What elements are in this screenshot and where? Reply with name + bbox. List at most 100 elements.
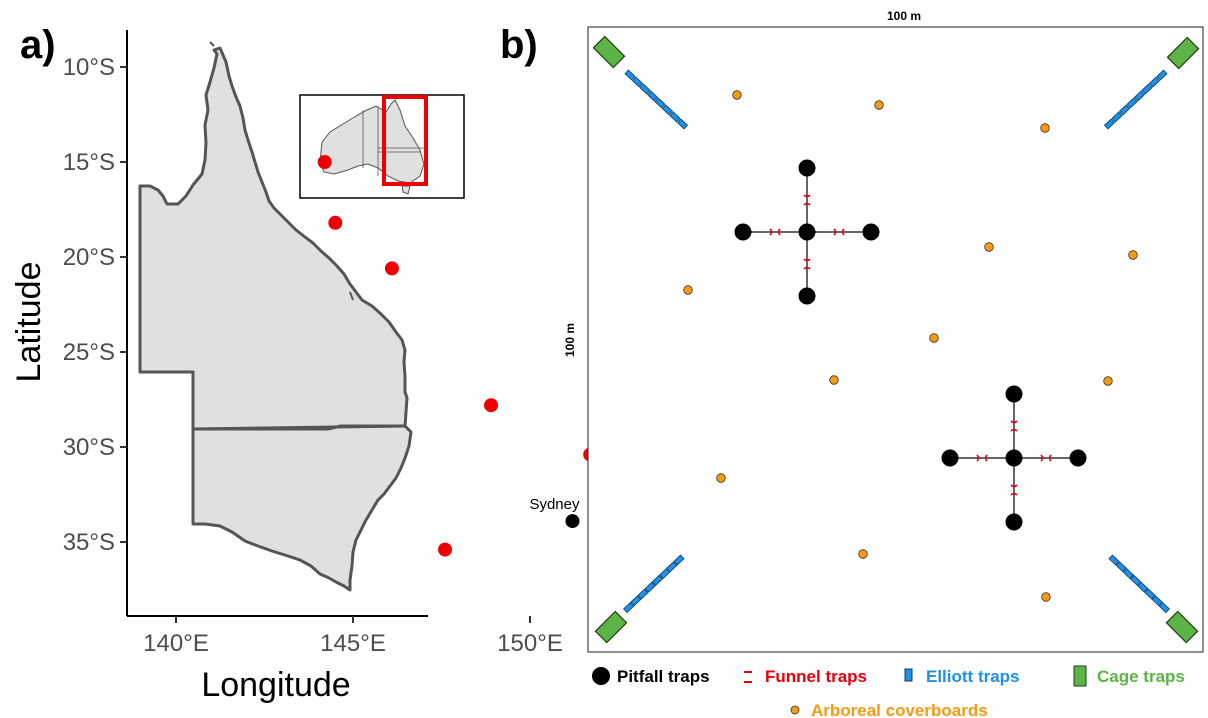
cage-trap [1166, 36, 1200, 70]
x-tick-label: 145°E [320, 630, 386, 657]
elliott-trap [1158, 602, 1170, 614]
study-site-point [484, 398, 499, 413]
elliott-trap [631, 76, 644, 88]
arboreal-coverboard [984, 242, 994, 252]
funnel-trap [976, 454, 988, 462]
x-ticks: 140°E 145°E 150°E [143, 616, 563, 657]
legend-cage-label: Cage traps [1097, 667, 1185, 686]
trap-layout [592, 35, 1200, 644]
pitfall-trap [1069, 449, 1087, 467]
funnel-trap [803, 194, 811, 206]
funnel-trap [1010, 420, 1018, 432]
elliott-trap [1151, 595, 1163, 607]
arboreal-coverboard [858, 549, 868, 559]
inset-australia [319, 99, 425, 184]
arboreal-coverboard [716, 473, 726, 483]
elliott-trap [1103, 118, 1116, 130]
panel-b: b) 100 m 100 m Pitfall traps Funnel trap… [500, 9, 1204, 718]
cage-trap [592, 35, 626, 69]
elliott-trap [623, 602, 635, 614]
elliott-legend-symbol [904, 668, 913, 682]
pitfall-trap [798, 223, 816, 241]
x-axis-title: Longitude [201, 666, 350, 704]
elliott-trap [666, 561, 678, 573]
elliott-trap [624, 69, 636, 81]
elliott-trap [630, 595, 642, 607]
elliott-trap [637, 588, 649, 600]
elliott-trap [646, 90, 659, 102]
elliott-trap [1148, 76, 1161, 88]
inset-highlight-box [382, 95, 428, 186]
study-site-point [317, 155, 332, 169]
elliott-trap [1130, 574, 1142, 586]
pitfall-trap [798, 287, 816, 305]
elliott-trap [1156, 69, 1168, 81]
arboreal-coverboard [1041, 592, 1051, 602]
coverboard-legend-symbol [790, 705, 800, 715]
arboreal-coverboard [1103, 376, 1113, 386]
pitfall-trap [798, 159, 816, 177]
y-axis-title: Latitude [10, 262, 48, 383]
map-eastern-australia [138, 41, 413, 592]
state-border [192, 424, 406, 431]
study-site-point [384, 261, 399, 276]
funnel-trap [833, 228, 845, 236]
elliott-trap [659, 568, 671, 580]
arboreal-coverboard [929, 333, 939, 343]
legend-elliott-label: Elliott traps [926, 667, 1020, 686]
funnel-trap [1010, 484, 1018, 496]
state-new-south-wales [191, 424, 413, 592]
elliott-trap [1122, 568, 1134, 580]
y-tick-label: 35°S [63, 529, 115, 556]
pitfall-legend-symbol [592, 667, 610, 685]
y-tick-label: 25°S [63, 339, 115, 366]
y-tick-label: 20°S [63, 244, 115, 271]
study-site-point [438, 542, 453, 557]
legend-coverboard-label: Arboreal coverboards [811, 701, 988, 718]
plot-frame [587, 26, 1204, 653]
inset-map [299, 94, 465, 199]
funnel-legend-symbol [744, 671, 752, 683]
cage-trap [1165, 610, 1199, 644]
funnel-trap [803, 258, 811, 270]
pitfall-trap [941, 449, 959, 467]
legend-item-funnel: Funnel traps [744, 667, 867, 686]
elliott-trap [1118, 104, 1131, 116]
elliott-trap [639, 83, 651, 95]
elliott-trap [676, 118, 689, 130]
state-queensland [138, 46, 409, 431]
cage-trap [594, 610, 628, 644]
legend-item-coverboard: Arboreal coverboards [790, 701, 988, 718]
legend-item-elliott: Elliott traps [904, 667, 1020, 686]
y-tick-label: 15°S [63, 149, 115, 176]
cage-legend-symbol [1073, 665, 1087, 687]
city-point [565, 514, 580, 529]
legend: Pitfall traps Funnel traps Elliott traps… [592, 665, 1185, 718]
y-tick-label: 10°S [63, 54, 115, 81]
pitfall-trap [1005, 513, 1023, 531]
arboreal-coverboard [1128, 250, 1138, 260]
y-ticks: 10°S 15°S 20°S 25°S 30°S 35°S [63, 54, 127, 556]
elliott-trap [661, 104, 674, 116]
x-tick-label: 140°E [143, 630, 209, 657]
pitfall-trap [1005, 449, 1023, 467]
plot-width-label: 100 m [887, 9, 921, 23]
arboreal-coverboard [1040, 123, 1050, 133]
funnel-trap [769, 228, 781, 236]
elliott-trap [651, 574, 663, 586]
pitfall-trap [734, 223, 752, 241]
panel-a-label: a) [20, 23, 56, 67]
arboreal-coverboard [829, 375, 839, 385]
panel-b-label: b) [500, 23, 538, 67]
elliott-trap [1111, 111, 1123, 123]
legend-pitfall-label: Pitfall traps [617, 667, 710, 686]
plot-height-label: 100 m [563, 323, 577, 357]
elliott-trap [673, 554, 685, 566]
elliott-trap [654, 97, 666, 109]
elliott-trap [1141, 83, 1153, 95]
arboreal-coverboard [874, 100, 884, 110]
y-tick-label: 30°S [63, 434, 115, 461]
legend-funnel-label: Funnel traps [765, 667, 867, 686]
funnel-trap [1040, 454, 1052, 462]
